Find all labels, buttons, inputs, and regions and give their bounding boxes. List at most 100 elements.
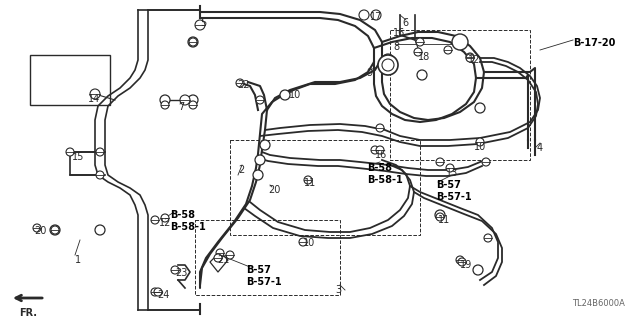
Text: 12: 12	[468, 55, 481, 65]
Circle shape	[253, 170, 263, 180]
Text: 10: 10	[474, 142, 486, 152]
Text: 15: 15	[72, 152, 84, 162]
Circle shape	[226, 251, 234, 259]
Circle shape	[452, 34, 468, 50]
Text: B-58: B-58	[367, 163, 392, 173]
Circle shape	[304, 176, 312, 184]
Text: B-57: B-57	[436, 180, 461, 190]
Circle shape	[456, 256, 464, 264]
Text: 14: 14	[88, 94, 100, 104]
Circle shape	[416, 38, 424, 46]
Text: 3: 3	[335, 285, 341, 295]
Circle shape	[236, 79, 244, 87]
Circle shape	[51, 226, 59, 234]
Text: 16: 16	[393, 28, 405, 38]
Circle shape	[378, 55, 398, 75]
Circle shape	[382, 59, 394, 71]
Text: B-57: B-57	[246, 265, 271, 275]
Circle shape	[475, 103, 485, 113]
Text: 8: 8	[393, 42, 399, 52]
Circle shape	[414, 48, 422, 56]
Circle shape	[154, 288, 162, 296]
Circle shape	[482, 158, 490, 166]
Bar	[230, 140, 420, 235]
Text: 5: 5	[200, 18, 206, 28]
Circle shape	[255, 155, 265, 165]
Text: B-58: B-58	[170, 210, 195, 220]
Circle shape	[466, 54, 474, 62]
Circle shape	[466, 53, 474, 61]
Circle shape	[66, 148, 74, 156]
Circle shape	[171, 266, 179, 274]
Circle shape	[160, 95, 170, 105]
Circle shape	[188, 37, 198, 47]
Text: FR.: FR.	[19, 308, 37, 318]
Text: 1: 1	[75, 255, 81, 265]
Text: 22: 22	[237, 80, 250, 90]
Circle shape	[476, 138, 484, 146]
Text: 16: 16	[375, 150, 387, 160]
Bar	[390, 30, 530, 160]
Circle shape	[189, 101, 197, 109]
Text: 4: 4	[537, 143, 543, 153]
Circle shape	[359, 10, 369, 20]
Text: 10: 10	[289, 90, 301, 100]
Circle shape	[95, 225, 105, 235]
Text: 10: 10	[303, 238, 316, 248]
Circle shape	[371, 146, 379, 154]
Text: B-58-1: B-58-1	[367, 175, 403, 185]
Circle shape	[50, 225, 60, 235]
Text: 19: 19	[460, 260, 472, 270]
Text: 17: 17	[370, 12, 382, 22]
Circle shape	[96, 148, 104, 156]
Circle shape	[436, 158, 444, 166]
Circle shape	[376, 146, 384, 154]
Text: 2: 2	[238, 165, 244, 175]
Circle shape	[260, 140, 270, 150]
Text: 11: 11	[438, 215, 451, 225]
Text: 18: 18	[418, 52, 430, 62]
Circle shape	[90, 89, 100, 99]
Text: 9: 9	[366, 68, 372, 78]
Text: B-57-1: B-57-1	[246, 277, 282, 287]
Text: 7: 7	[178, 102, 184, 112]
Text: 21: 21	[217, 255, 229, 265]
Circle shape	[214, 254, 222, 262]
Circle shape	[376, 124, 384, 132]
Circle shape	[382, 54, 394, 66]
Text: 23: 23	[175, 268, 188, 278]
Circle shape	[195, 20, 205, 30]
Circle shape	[161, 101, 169, 109]
Circle shape	[188, 95, 198, 105]
Bar	[30, 55, 110, 105]
Text: 24: 24	[157, 290, 170, 300]
Circle shape	[151, 216, 159, 224]
Circle shape	[256, 96, 264, 104]
Text: 20: 20	[268, 185, 280, 195]
Text: 13: 13	[446, 168, 458, 178]
Circle shape	[299, 238, 307, 246]
Circle shape	[458, 258, 466, 266]
Text: 12: 12	[159, 218, 172, 228]
Circle shape	[96, 171, 104, 179]
Text: B-58-1: B-58-1	[170, 222, 205, 232]
Circle shape	[435, 210, 445, 220]
Circle shape	[371, 10, 381, 20]
Circle shape	[280, 90, 290, 100]
Circle shape	[151, 288, 159, 296]
Circle shape	[436, 213, 444, 221]
Circle shape	[216, 249, 224, 257]
Text: TL24B6000A: TL24B6000A	[572, 299, 625, 308]
Bar	[195, 220, 340, 295]
Circle shape	[417, 70, 427, 80]
Circle shape	[446, 164, 454, 172]
Circle shape	[33, 224, 41, 232]
Text: 11: 11	[304, 178, 316, 188]
Circle shape	[473, 265, 483, 275]
Circle shape	[484, 234, 492, 242]
Circle shape	[180, 95, 190, 105]
Circle shape	[161, 214, 169, 222]
Circle shape	[444, 46, 452, 54]
Text: 20: 20	[34, 226, 46, 236]
Text: B-57-1: B-57-1	[436, 192, 472, 202]
